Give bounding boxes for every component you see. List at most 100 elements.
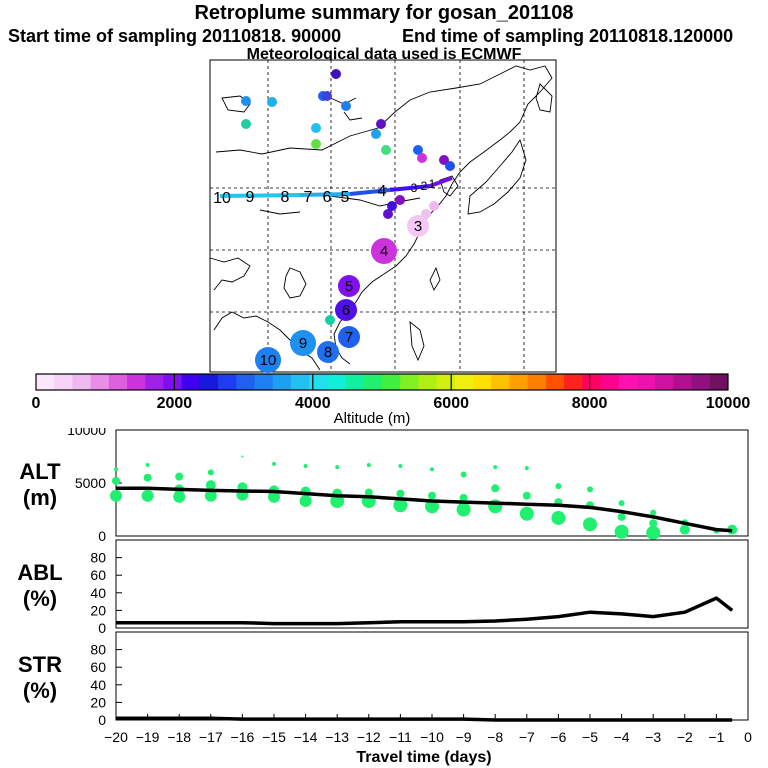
trajectory-line <box>219 176 453 198</box>
altitude-scatter-point <box>522 491 531 500</box>
cluster-label-4: 4 <box>380 243 388 260</box>
altitude-scatter-point <box>303 464 308 469</box>
series-line <box>116 486 733 533</box>
series-line <box>116 716 733 722</box>
colorbar-tick-label: 8000 <box>572 395 608 412</box>
x-tick-label: −20 <box>104 729 128 745</box>
trajectory-label-9: 9 <box>246 189 255 206</box>
trajectory-day-labels: 10 9 8 7 6 5 4 3 2 1 <box>213 177 436 207</box>
colorbar-frame <box>35 373 729 391</box>
altitude-scatter-point <box>430 467 434 472</box>
altitude-scatter-point <box>650 509 657 516</box>
colorbar-cell <box>236 374 256 390</box>
x-tick-label: −5 <box>582 729 598 745</box>
colorbar-cell <box>345 374 365 390</box>
colorbar-cell <box>655 374 674 390</box>
altitude-scatter-point <box>583 517 597 532</box>
x-tick-label: −3 <box>645 729 661 745</box>
y-axis-label: STR <box>18 652 62 677</box>
trajectory-label-10: 10 <box>213 190 231 207</box>
colorbar-cell <box>309 374 328 390</box>
trajectory-label-4: 4 <box>378 183 387 200</box>
x-tick-label: −12 <box>357 729 381 745</box>
colorbar-cell <box>218 374 237 390</box>
y-tick-label: 80 <box>90 642 106 658</box>
colorbar-cell <box>145 374 164 390</box>
colorbar-cell <box>199 374 219 390</box>
plume-dot <box>387 201 397 211</box>
colorbar-cell <box>709 374 729 390</box>
altitude-scatter-point <box>366 462 371 467</box>
colorbar-cell <box>254 374 274 390</box>
plume-dot <box>376 119 386 129</box>
colorbar-cell <box>382 374 401 390</box>
altitude-scatter-point <box>617 512 626 521</box>
y-tick-label: 0 <box>98 620 106 636</box>
cluster-label-5: 5 <box>345 278 353 295</box>
x-tick-label: −19 <box>136 729 160 745</box>
plume-dot <box>341 101 351 111</box>
trajectory-label-6: 6 <box>323 189 332 206</box>
altitude-scatter-point <box>205 480 216 491</box>
y-tick-label: 0 <box>98 712 106 728</box>
altitude-scatter-point <box>112 476 120 485</box>
x-tick-label: −11 <box>389 729 412 745</box>
plume-dot <box>325 315 335 325</box>
cluster-marker-7 <box>338 326 360 348</box>
y-tick-label: 80 <box>90 550 106 566</box>
altitude-scatter-point <box>114 467 118 472</box>
cluster-label-8: 8 <box>324 344 332 361</box>
trajectory-label-5: 5 <box>341 189 350 206</box>
colorbar-cell <box>127 374 146 390</box>
colorbar-tick-label: 4000 <box>295 395 331 412</box>
plume-dot <box>429 201 439 211</box>
altitude-scatter-point <box>207 469 214 476</box>
altitude-scatter-point <box>145 462 150 467</box>
series-line <box>116 596 734 626</box>
y-axis-label: ABL <box>17 560 62 585</box>
colorbar-cell <box>36 374 55 390</box>
altitude-scatter-point <box>393 498 408 513</box>
colorbar-tick-label: 10000 <box>706 395 751 412</box>
y-tick-label: 60 <box>90 567 106 583</box>
x-tick-label: −10 <box>420 729 444 745</box>
altitude-scatter-point <box>175 472 184 481</box>
colorbar-cell <box>181 374 201 390</box>
colorbar-cell <box>454 374 474 390</box>
altitude-scatter-point <box>551 510 566 525</box>
plume-dot <box>413 145 423 155</box>
altitude-scatter-point <box>110 489 122 502</box>
x-tick-label: 0 <box>744 729 752 745</box>
plume-dot <box>311 139 321 149</box>
x-tick-label: −15 <box>262 729 286 745</box>
plume-dot <box>267 97 277 107</box>
y-tick-label: 60 <box>90 659 106 675</box>
altitude-scatter-point <box>649 519 658 528</box>
plume-dot <box>311 123 321 133</box>
x-tick-label: −13 <box>325 729 349 745</box>
x-tick-label: −8 <box>487 729 503 745</box>
plume-dot <box>371 129 381 139</box>
y-axis-label: (m) <box>23 485 57 510</box>
altitude-scatter-point <box>398 464 403 469</box>
colorbar-cell <box>90 374 110 390</box>
y-tick-label: 20 <box>90 602 106 618</box>
x-tick-label: −14 <box>294 729 318 745</box>
plume-dot <box>331 69 341 79</box>
plume-dot <box>417 153 427 163</box>
colorbar-cell <box>691 374 711 390</box>
plume-dot <box>241 96 251 106</box>
cluster-marker-5 <box>338 275 360 297</box>
altitude-scatter-point <box>173 490 186 503</box>
x-tick-label: −7 <box>519 729 535 745</box>
plume-dot <box>421 209 431 219</box>
altitude-scatter-point <box>524 466 529 471</box>
altitude-scatter-point <box>459 493 468 502</box>
altitude-scatter-point <box>241 455 244 458</box>
y-tick-label: 0 <box>98 528 106 544</box>
altitude-scatter-point <box>646 525 661 540</box>
met-data-label: Meteorological data used is ECMWF <box>246 46 522 63</box>
y-axis-label: ALT <box>19 459 61 484</box>
cluster-label-10: 10 <box>260 352 277 369</box>
